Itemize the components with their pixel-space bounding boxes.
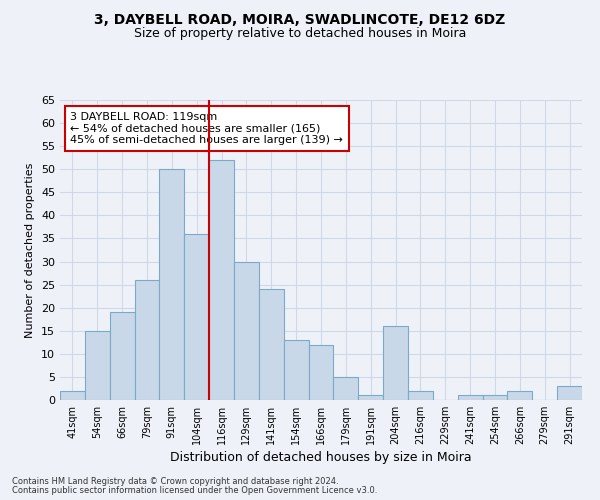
Text: Size of property relative to detached houses in Moira: Size of property relative to detached ho… <box>134 28 466 40</box>
Text: Contains HM Land Registry data © Crown copyright and database right 2024.: Contains HM Land Registry data © Crown c… <box>12 477 338 486</box>
Bar <box>308 344 334 400</box>
Bar <box>458 396 482 400</box>
Text: Contains public sector information licensed under the Open Government Licence v3: Contains public sector information licen… <box>12 486 377 495</box>
Y-axis label: Number of detached properties: Number of detached properties <box>25 162 35 338</box>
Bar <box>60 391 85 400</box>
Bar <box>482 396 508 400</box>
Bar <box>160 169 184 400</box>
Bar <box>358 396 383 400</box>
Bar <box>209 160 234 400</box>
Bar <box>508 391 532 400</box>
Bar <box>284 340 308 400</box>
Bar <box>85 331 110 400</box>
Bar <box>408 391 433 400</box>
Bar <box>184 234 209 400</box>
Bar <box>234 262 259 400</box>
Text: Distribution of detached houses by size in Moira: Distribution of detached houses by size … <box>170 451 472 464</box>
Text: 3 DAYBELL ROAD: 119sqm
← 54% of detached houses are smaller (165)
45% of semi-de: 3 DAYBELL ROAD: 119sqm ← 54% of detached… <box>70 112 343 145</box>
Bar <box>383 326 408 400</box>
Bar <box>110 312 134 400</box>
Bar <box>134 280 160 400</box>
Bar <box>557 386 582 400</box>
Bar <box>334 377 358 400</box>
Text: 3, DAYBELL ROAD, MOIRA, SWADLINCOTE, DE12 6DZ: 3, DAYBELL ROAD, MOIRA, SWADLINCOTE, DE1… <box>94 12 506 26</box>
Bar <box>259 289 284 400</box>
